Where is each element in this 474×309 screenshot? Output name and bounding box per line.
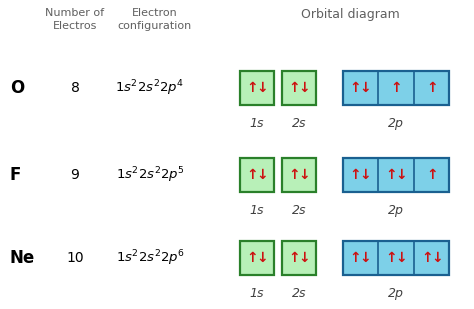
- Text: ↓: ↓: [395, 168, 407, 182]
- Text: O: O: [10, 79, 24, 97]
- Text: 2p: 2p: [388, 117, 404, 130]
- Text: $1s^22s^22p^6$: $1s^22s^22p^6$: [116, 248, 184, 268]
- Bar: [282, 241, 316, 275]
- Text: ↑: ↑: [426, 168, 438, 182]
- Text: Ne: Ne: [10, 249, 35, 267]
- Text: ↑: ↑: [288, 168, 300, 182]
- Bar: [343, 241, 449, 275]
- Text: 2s: 2s: [292, 287, 306, 300]
- Bar: [282, 158, 316, 192]
- Text: ↓: ↓: [431, 251, 443, 265]
- Text: 1s: 1s: [250, 204, 264, 217]
- Text: ↑: ↑: [349, 251, 361, 265]
- Text: ↓: ↓: [298, 251, 310, 265]
- Bar: [343, 158, 449, 192]
- Text: ↑: ↑: [246, 251, 258, 265]
- Text: 2s: 2s: [292, 117, 306, 130]
- Text: 1s: 1s: [250, 287, 264, 300]
- Bar: [240, 71, 274, 105]
- Bar: [343, 71, 449, 105]
- Text: 9: 9: [71, 168, 80, 182]
- Text: ↑: ↑: [349, 168, 361, 182]
- Bar: [240, 241, 274, 275]
- Text: 10: 10: [66, 251, 84, 265]
- Text: ↓: ↓: [298, 81, 310, 95]
- Text: ↑: ↑: [246, 168, 258, 182]
- Text: ↑: ↑: [421, 251, 433, 265]
- Text: ↓: ↓: [256, 81, 268, 95]
- Text: ↑: ↑: [288, 251, 300, 265]
- Text: 2s: 2s: [292, 204, 306, 217]
- Text: ↓: ↓: [298, 168, 310, 182]
- Text: ↓: ↓: [359, 81, 371, 95]
- Text: F: F: [10, 166, 21, 184]
- Text: ↓: ↓: [256, 168, 268, 182]
- Text: ↓: ↓: [395, 251, 407, 265]
- Text: 2p: 2p: [388, 204, 404, 217]
- Text: ↑: ↑: [385, 251, 397, 265]
- Text: ↓: ↓: [359, 251, 371, 265]
- Text: ↑: ↑: [426, 81, 438, 95]
- Text: ↓: ↓: [359, 168, 371, 182]
- Text: ↓: ↓: [256, 251, 268, 265]
- Text: ↑: ↑: [349, 81, 361, 95]
- Text: 8: 8: [71, 81, 80, 95]
- Text: ↑: ↑: [246, 81, 258, 95]
- Text: ↑: ↑: [288, 81, 300, 95]
- Text: Orbital diagram: Orbital diagram: [301, 8, 400, 21]
- Bar: [240, 158, 274, 192]
- Text: Number of
Electros: Number of Electros: [46, 8, 105, 31]
- Text: ↑: ↑: [390, 81, 402, 95]
- Bar: [282, 71, 316, 105]
- Text: 2p: 2p: [388, 287, 404, 300]
- Text: 1s: 1s: [250, 117, 264, 130]
- Text: Electron
configuration: Electron configuration: [118, 8, 192, 31]
- Text: $1s^22s^22p^5$: $1s^22s^22p^5$: [116, 165, 184, 185]
- Text: $1s^22s^22p^4$: $1s^22s^22p^4$: [116, 78, 184, 98]
- Text: ↑: ↑: [385, 168, 397, 182]
